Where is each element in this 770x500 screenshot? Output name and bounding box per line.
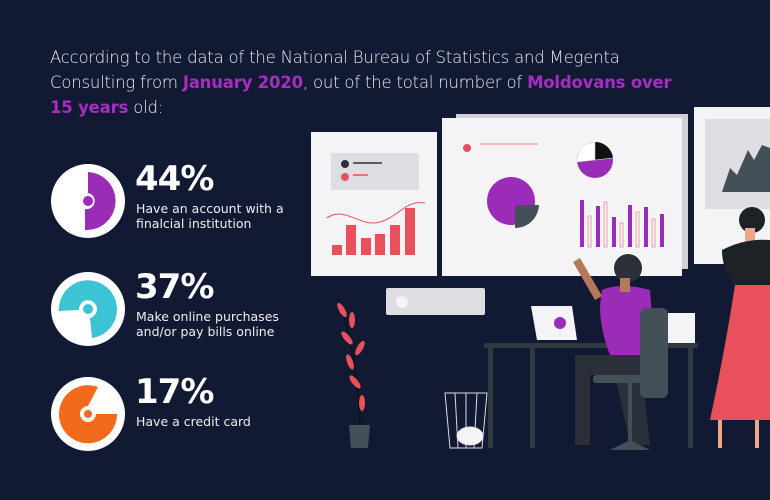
stat-value: 44% [135, 159, 214, 199]
stat-credit-card: 17% Have a credit card [50, 372, 310, 456]
notification-panel [386, 288, 485, 315]
bar-chart-board [311, 132, 437, 276]
man-figure [573, 254, 668, 450]
highlight-population: Moldovans over 15 years [50, 73, 672, 117]
pie-icon [51, 272, 125, 346]
stat-online: 37% Make online purchases and/or pay bil… [50, 267, 310, 351]
trash-bin [444, 392, 488, 449]
intro-part: old: [128, 98, 164, 117]
stat-value: 17% [135, 372, 214, 412]
intro-part: , out of the total number of [302, 73, 528, 92]
highlight-date: January 2020 [182, 73, 303, 92]
intro-text: According to the data of the National Bu… [50, 45, 690, 120]
pie-icon [51, 164, 125, 238]
area-chart-board [694, 107, 770, 264]
stat-label: Have an account with a finalcial institu… [136, 201, 284, 231]
dashboard-board [442, 114, 688, 276]
printer [668, 313, 695, 343]
stat-label: Make online purchases and/or pay bills o… [136, 309, 279, 339]
stat-value: 37% [135, 267, 214, 307]
stat-account: 44% Have an account with a finalcial ins… [50, 159, 310, 243]
desk [484, 343, 698, 448]
intro-part: According to the data of the National Bu… [50, 48, 620, 92]
pie-icon [51, 377, 125, 451]
plant [337, 301, 370, 448]
woman-figure [710, 207, 770, 448]
stat-label: Have a credit card [136, 414, 251, 429]
